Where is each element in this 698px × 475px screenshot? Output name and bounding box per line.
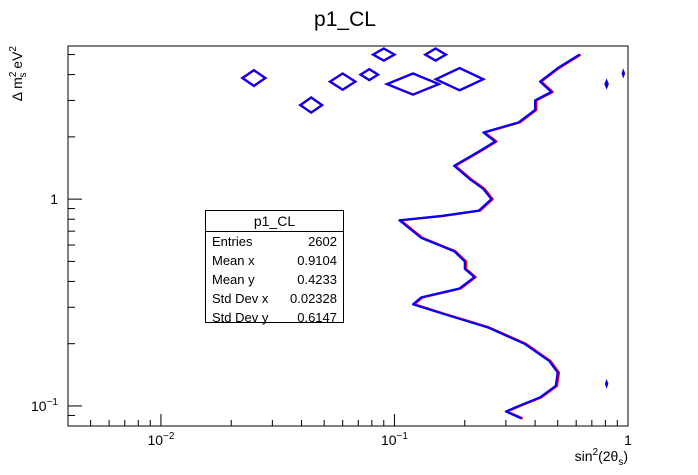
stats-label: Mean y [212,272,255,287]
plot-curves [398,53,582,420]
contour-line-blue [398,53,581,420]
contour-island-red [240,68,268,88]
contour-island [370,47,397,62]
stats-value: 0.6147 [297,310,337,325]
stats-row: Std Dev x 0.02328 [206,289,343,308]
contour-island [423,47,449,62]
contour-island-red [298,96,325,115]
chart-title: p1_CL [314,8,376,31]
contour-island [327,72,358,92]
contour-island-red [422,47,449,62]
contour-island [384,72,442,96]
plot-islands [240,47,626,389]
contour-island-red [433,66,487,92]
contour-island [604,379,609,389]
x-axis-title: sin2(2θs) [575,447,628,468]
stats-value: 0.02328 [290,291,337,306]
contour-line-red [399,53,582,420]
contour-island-red [383,72,443,96]
stats-label: Mean x [212,253,255,268]
stats-label: Std Dev x [212,291,269,306]
stats-label: Entries [212,234,253,249]
stats-value: 0.9104 [297,253,337,268]
contour-island [433,66,486,92]
stats-value: 2602 [308,234,337,249]
stats-value: 0.4233 [297,272,337,287]
x-tick-label: 10−1 [381,431,408,448]
axes [67,45,629,427]
y-tick-label: 1 [50,191,58,207]
stats-row: Entries 2602 [206,232,343,251]
contour-island [358,67,381,82]
stats-row: Std Dev y 0.6147 [206,308,343,327]
stats-row: Mean y 0.4233 [206,270,343,289]
contour-island [604,78,609,90]
x-tick-label: 1 [624,432,632,448]
y-tick-label: 10−1 [31,397,58,414]
contour-island-red [370,47,397,62]
plot-frame [67,45,629,427]
stats-row: Mean x 0.9104 [206,251,343,270]
stats-box: p1_CL Entries 2602 Mean x 0.9104 Mean y 0.423… [205,210,344,325]
contour-island [240,68,268,88]
contour-island-red [358,67,381,82]
x-tick-label: 10−2 [147,431,174,448]
contour-island [621,68,626,79]
contour-island [298,96,325,114]
stats-label: Std Dev y [212,310,269,325]
contour-island-red [327,72,358,92]
y-axis-title: Δ m2s eV2 [8,46,29,102]
stats-title: p1_CL [206,211,343,232]
